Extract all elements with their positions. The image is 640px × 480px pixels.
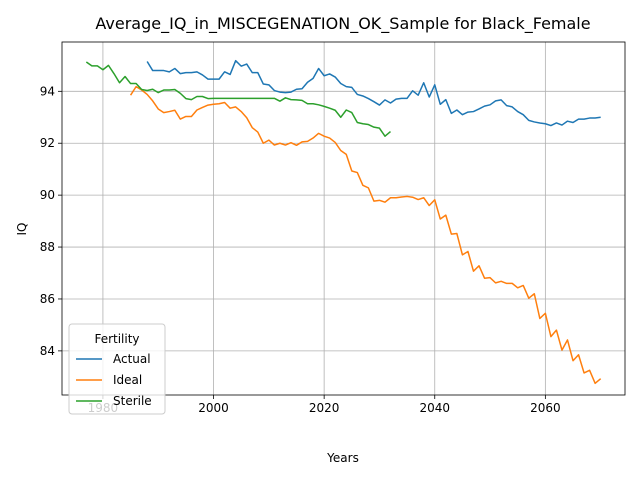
series-line-actual <box>146 59 601 127</box>
x-tick-label: 2060 <box>530 401 561 415</box>
x-tick-label: 2040 <box>419 401 450 415</box>
legend-label-sterile: Sterile <box>113 394 152 408</box>
legend: Fertility Actual Ideal Sterile <box>68 323 166 415</box>
y-axis-label: IQ <box>15 223 29 236</box>
chart-title: Average_IQ_in_MISCEGENATION_OK_Sample fo… <box>95 14 590 34</box>
legend-label-ideal: Ideal <box>113 373 142 387</box>
y-tick-label: 94 <box>40 84 55 98</box>
legend-box <box>68 323 166 415</box>
y-tick-label: 84 <box>40 344 55 358</box>
y-tick-label: 86 <box>40 292 55 306</box>
plot-frame <box>61 41 626 396</box>
y-tick-label: 90 <box>40 188 55 202</box>
series-lines <box>85 59 602 385</box>
series-line-sterile <box>85 61 391 137</box>
y-tick-label: 88 <box>40 240 55 254</box>
x-tick-label: 2020 <box>309 401 340 415</box>
x-tick-label: 2000 <box>198 401 229 415</box>
grid <box>62 42 625 395</box>
x-axis-label: Years <box>326 451 359 465</box>
legend-title: Fertility <box>94 332 139 346</box>
legend-label-actual: Actual <box>113 352 151 366</box>
series-line-ideal <box>129 85 602 385</box>
legend-items: Actual Ideal Sterile <box>76 352 152 408</box>
axis-ticks: 19802000202020402060848688909294 <box>40 84 561 415</box>
y-tick-label: 92 <box>40 136 55 150</box>
